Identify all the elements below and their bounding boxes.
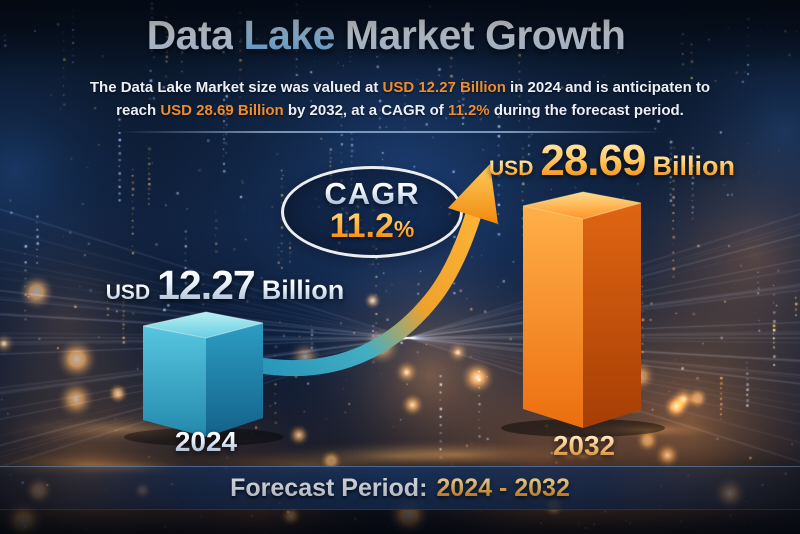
cagr-value: 11.2% bbox=[329, 206, 415, 247]
cagr-badge: CAGR 11.2% bbox=[281, 166, 463, 258]
subtitle-highlight-2024-value: USD 12.27 Billion bbox=[382, 79, 506, 96]
subtitle-highlight-cagr: 11.2% bbox=[447, 102, 490, 119]
subtitle-line1: The Data Lake Market size was valued at … bbox=[90, 79, 710, 96]
title-word-market-growth: Market Growth bbox=[344, 12, 626, 58]
subtitle: The Data Lake Market size was valued at … bbox=[70, 76, 730, 122]
value-number: 12.27 bbox=[157, 262, 256, 308]
page-title: Data Lake Market Growth bbox=[0, 12, 772, 59]
currency-label: USD bbox=[105, 281, 151, 304]
unit-label: Billion bbox=[261, 275, 345, 305]
title-word-data: Data bbox=[146, 12, 234, 58]
subtitle-line2: reach USD 28.69 Billion by 2032, at a CA… bbox=[116, 102, 684, 119]
title-word-lake: Lake bbox=[243, 12, 335, 58]
currency-label: USD bbox=[489, 157, 534, 180]
subtitle-text: reach bbox=[116, 102, 161, 119]
value-number: 28.69 bbox=[540, 136, 646, 185]
year-label-2024: 2024 bbox=[146, 426, 266, 458]
cagr-label: CAGR bbox=[324, 175, 420, 211]
subtitle-text: by 2032, at a CAGR of bbox=[283, 102, 448, 119]
subtitle-text: during the forecast period. bbox=[489, 102, 684, 119]
unit-label: Billion bbox=[652, 151, 735, 181]
forecast-banner-range: 2024 - 2032 bbox=[436, 473, 570, 502]
subtitle-text: The Data Lake Market size was valued at bbox=[89, 79, 383, 96]
value-label-2032: USD 28.69 Billion bbox=[478, 136, 746, 186]
value-label-2024: USD 12.27 Billion bbox=[95, 262, 355, 309]
cagr-percent-sign: % bbox=[393, 215, 415, 242]
forecast-banner: Forecast Period: 2024 - 2032 bbox=[0, 466, 800, 510]
cagr-value-number: 11.2 bbox=[329, 206, 394, 245]
subtitle-text: in 2024 and is anticipaten to bbox=[505, 79, 711, 96]
divider-line bbox=[118, 131, 664, 133]
forecast-banner-label: Forecast Period: bbox=[230, 473, 428, 502]
year-label-2032: 2032 bbox=[524, 430, 644, 462]
subtitle-highlight-2032-value: USD 28.69 Billion bbox=[160, 102, 284, 119]
